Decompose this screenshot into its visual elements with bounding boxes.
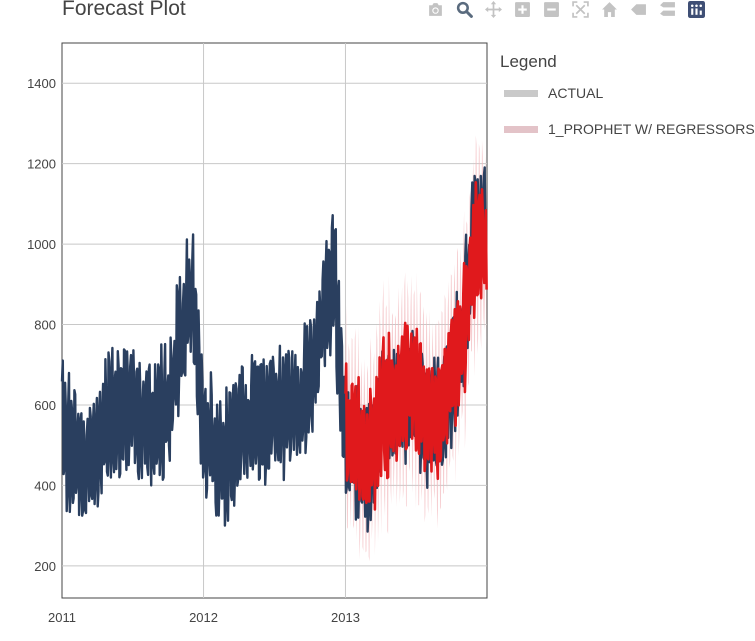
plot-frame	[61, 42, 488, 599]
hover-compare-icon[interactable]	[656, 0, 678, 18]
modebar	[424, 0, 714, 18]
legend-swatch-actual	[504, 89, 538, 97]
plotly-logo-icon[interactable]	[685, 0, 707, 18]
pan-icon[interactable]	[482, 0, 504, 18]
zoom-out-icon[interactable]	[540, 0, 562, 18]
camera-icon[interactable]	[424, 0, 446, 18]
hover-closest-icon[interactable]	[627, 0, 649, 18]
x-tick-label: 2013	[331, 610, 360, 625]
legend-swatch-prophet	[504, 125, 538, 133]
y-tick-label: 1000	[27, 237, 56, 252]
x-tick-label: 2012	[189, 610, 218, 625]
forecast-line	[344, 181, 488, 511]
zoom-icon[interactable]	[453, 0, 475, 18]
y-tick-label: 200	[34, 559, 56, 574]
legend-label-prophet: 1_PROPHET W/ REGRESSORS	[548, 121, 755, 137]
y-tick-label: 1400	[27, 76, 56, 91]
y-tick-label: 800	[34, 318, 56, 333]
y-tick-label: 400	[34, 478, 56, 493]
legend-title: Legend	[500, 52, 557, 71]
forecast-series	[344, 181, 488, 511]
zoom-in-icon[interactable]	[511, 0, 533, 18]
y-tick-label: 600	[34, 398, 56, 413]
x-tick-label: 2011	[48, 610, 76, 625]
legend-item-prophet[interactable]: 1_PROPHET W/ REGRESSORS	[500, 118, 755, 140]
x-axis-ticks: 2011 2012 2013	[48, 610, 360, 625]
legend-label-actual: ACTUAL	[548, 85, 604, 101]
legend-item-actual[interactable]: ACTUAL	[500, 82, 755, 104]
y-axis-ticks: 200 400 600 800 1000 1200 1400	[27, 76, 56, 574]
home-icon[interactable]	[598, 0, 620, 18]
autoscale-icon[interactable]	[569, 0, 591, 18]
x-gridlines	[203, 43, 346, 598]
legend: Legend ACTUAL 1_PROPHET W/ REGRESSORS	[500, 52, 755, 154]
y-tick-label: 1200	[27, 157, 56, 172]
chart-title: Forecast Plot	[62, 0, 186, 20]
